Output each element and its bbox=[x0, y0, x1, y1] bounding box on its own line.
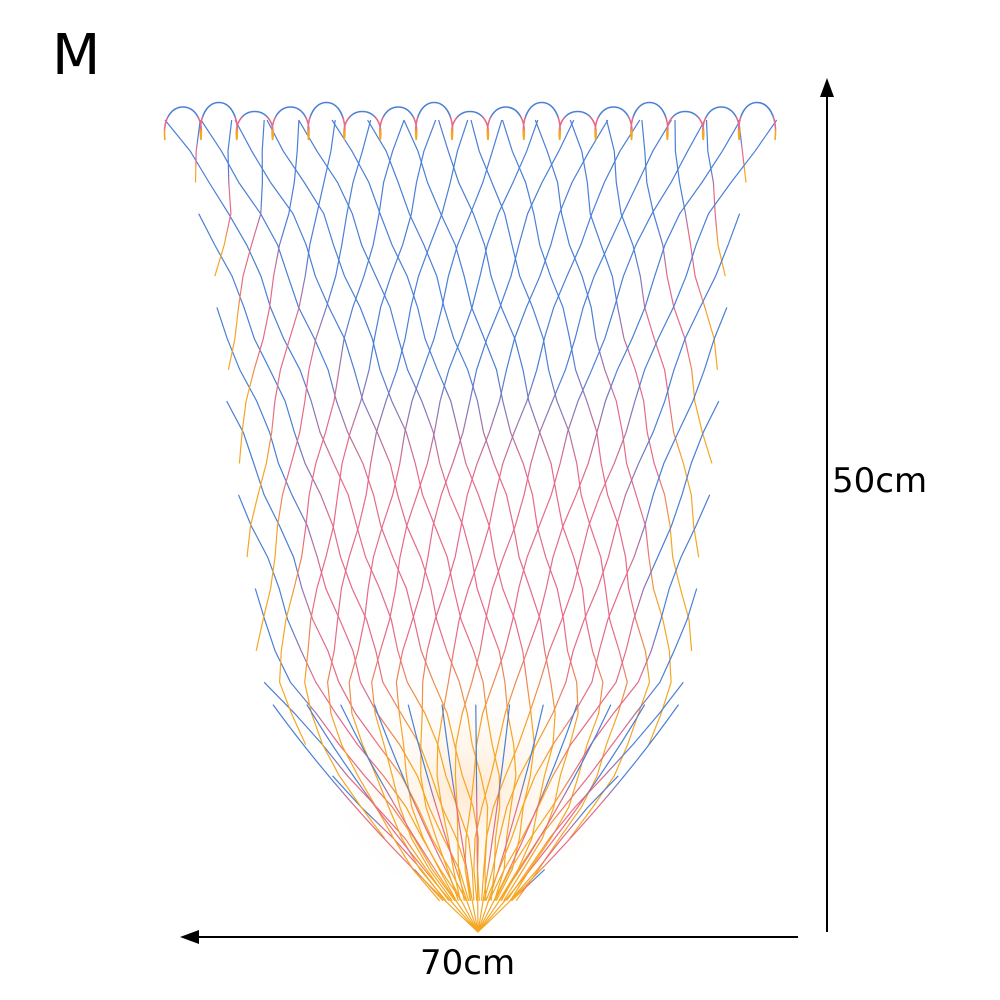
net-strand bbox=[194, 119, 201, 183]
net-strand bbox=[371, 119, 539, 902]
net-strand bbox=[234, 119, 489, 901]
net-strand bbox=[436, 119, 641, 901]
net-mesh bbox=[164, 119, 778, 933]
net-strand bbox=[483, 213, 741, 901]
net-strand bbox=[470, 119, 628, 902]
net-strand bbox=[373, 704, 479, 933]
net-strand bbox=[403, 119, 579, 902]
net-strand bbox=[494, 494, 711, 902]
net-strand bbox=[477, 704, 679, 933]
net-strand bbox=[216, 307, 470, 901]
arrow-left-icon bbox=[180, 930, 199, 944]
net-strand bbox=[331, 119, 536, 902]
net-strand bbox=[705, 119, 726, 277]
net-strand bbox=[200, 119, 480, 901]
net-strand bbox=[477, 704, 511, 933]
net-strand bbox=[306, 704, 479, 933]
net-rim-loops bbox=[163, 101, 777, 141]
net-strand bbox=[407, 704, 479, 933]
net-strand bbox=[298, 119, 517, 901]
net-strand bbox=[485, 307, 728, 902]
width-dimension-label: 70cm bbox=[420, 943, 516, 983]
net-strand bbox=[227, 119, 265, 370]
net-strand bbox=[198, 213, 472, 901]
net-strand bbox=[272, 704, 479, 933]
net-strand bbox=[674, 119, 718, 370]
net-strand bbox=[475, 704, 479, 933]
net-strand bbox=[511, 869, 546, 902]
net-strand bbox=[641, 119, 713, 464]
net-strand bbox=[420, 119, 609, 901]
net-strand bbox=[473, 119, 741, 901]
net-strand bbox=[464, 119, 706, 901]
net-strand bbox=[326, 119, 469, 902]
net-strand bbox=[255, 119, 372, 652]
net-strand bbox=[246, 119, 336, 558]
height-dimension-label: 50cm bbox=[832, 461, 928, 501]
net-strand bbox=[509, 775, 619, 902]
net-strand bbox=[477, 704, 612, 933]
net-strand bbox=[481, 119, 778, 901]
net-strand bbox=[395, 119, 575, 902]
net-strand bbox=[237, 494, 462, 902]
net-strand bbox=[506, 681, 684, 902]
landing-net-illustration bbox=[163, 101, 778, 933]
net-strand bbox=[254, 588, 456, 902]
net-strand bbox=[454, 119, 672, 901]
net-strand bbox=[238, 119, 300, 464]
net-strand bbox=[534, 119, 672, 745]
net-strand bbox=[214, 119, 233, 277]
landing-net-image bbox=[160, 60, 800, 940]
net-strand bbox=[348, 119, 503, 902]
net-strand bbox=[278, 119, 405, 745]
net-strand bbox=[304, 119, 437, 839]
arrow-group bbox=[180, 78, 834, 944]
net-strand bbox=[500, 588, 698, 902]
net-strand bbox=[266, 119, 501, 901]
net-strand bbox=[477, 704, 578, 933]
net-strand bbox=[477, 704, 544, 933]
size-label: M bbox=[52, 23, 101, 88]
net-strand bbox=[164, 119, 475, 901]
net-strand bbox=[441, 704, 479, 933]
net-strand bbox=[606, 119, 700, 558]
net-strand bbox=[367, 119, 556, 902]
net-strand bbox=[263, 681, 450, 902]
net-rim-loop bbox=[163, 101, 777, 141]
arrow-up-icon bbox=[820, 78, 834, 97]
net-strand bbox=[477, 704, 646, 933]
net-strand bbox=[340, 704, 479, 933]
